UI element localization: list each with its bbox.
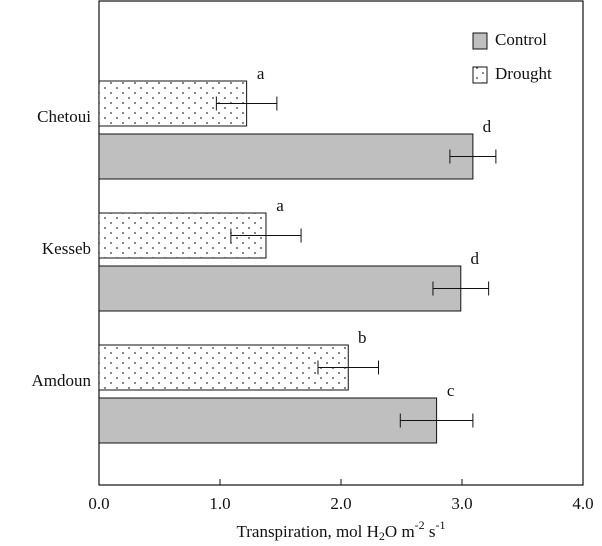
x-tick-label: 0.0 — [88, 494, 109, 513]
x-label-part: s — [425, 522, 436, 541]
x-label-sup: -2 — [415, 518, 425, 532]
bar — [98, 265, 462, 312]
x-tick-label: 2.0 — [330, 494, 351, 513]
y-tick-label: Kesseb — [42, 239, 91, 258]
bar — [98, 397, 438, 444]
x-tick-label: 1.0 — [209, 494, 230, 513]
legend-label: Drought — [495, 64, 552, 83]
x-axis-label: Transpiration, mol H2O m-2 s-1 — [236, 518, 445, 543]
x-tick-label: 3.0 — [451, 494, 472, 513]
legend-swatch — [472, 32, 488, 50]
x-tick-label: 4.0 — [572, 494, 593, 513]
significance-letter: a — [276, 196, 284, 215]
legend-swatch — [472, 66, 488, 84]
x-label-sup: -1 — [436, 518, 446, 532]
x-label-part: Transpiration, mol H — [236, 522, 378, 541]
significance-letter: d — [483, 117, 492, 136]
x-label-part: O m — [385, 522, 415, 541]
bar — [98, 344, 349, 391]
legend-label: Control — [495, 30, 547, 49]
significance-letter: b — [358, 328, 367, 347]
y-tick-label: Amdoun — [32, 371, 92, 390]
significance-letter: c — [447, 381, 455, 400]
significance-letter: d — [471, 249, 480, 268]
y-tick-label: Chetoui — [37, 107, 91, 126]
x-label-sub: 2 — [379, 529, 385, 543]
significance-letter: a — [257, 64, 265, 83]
bar — [98, 133, 474, 180]
